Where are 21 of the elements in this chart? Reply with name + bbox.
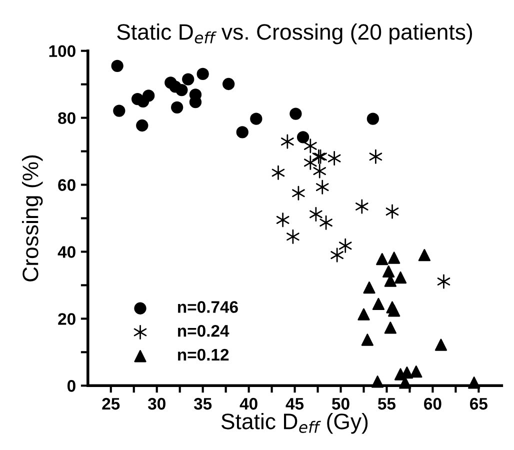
y-tick-label: 0 bbox=[67, 380, 76, 392]
y-tick-label: 80 bbox=[58, 112, 76, 124]
x-tick-label: 30 bbox=[148, 398, 166, 410]
x-tick-label: 35 bbox=[194, 398, 212, 410]
y-tick-label: 40 bbox=[58, 246, 76, 258]
chart-title: Static D$_{eff}$ vs. Crossing (20 patients) bbox=[117, 24, 472, 44]
x-tick-label: 65 bbox=[470, 398, 488, 410]
x-tick-label: 55 bbox=[378, 398, 396, 410]
x-tick-label: 60 bbox=[424, 398, 442, 410]
x-tick-label: 50 bbox=[332, 398, 350, 410]
x-tick-label: 25 bbox=[102, 398, 120, 410]
y-tick-label: 20 bbox=[58, 313, 76, 325]
legend-label: n=0.12 bbox=[178, 348, 229, 361]
y-tick-label: 100 bbox=[49, 45, 76, 58]
legend-label: n=0.746 bbox=[178, 301, 238, 313]
legend-label: n=0.24 bbox=[178, 324, 230, 337]
y-axis-title: Crossing (%) bbox=[22, 155, 43, 282]
x-axis-title: Static D$_{eff}$ (Gy) bbox=[221, 412, 368, 434]
y-tick-label: 60 bbox=[58, 179, 76, 191]
x-tick-label: 45 bbox=[286, 398, 304, 410]
x-tick-label: 40 bbox=[240, 398, 258, 410]
